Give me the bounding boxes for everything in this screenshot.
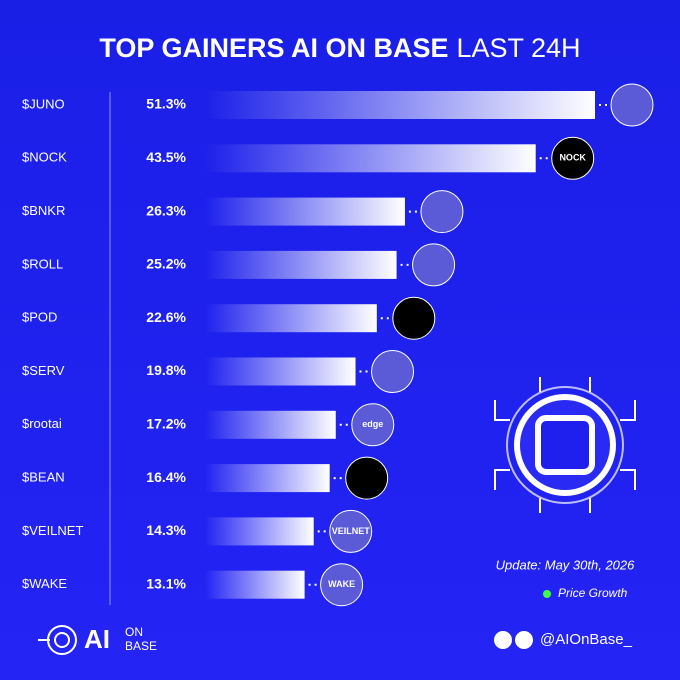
- bar: [205, 570, 305, 599]
- title-light: LAST 24H: [456, 33, 580, 63]
- bar: [205, 517, 314, 546]
- category-label: $VEILNET: [22, 523, 83, 538]
- update-text: Update: May 30th, 2026: [496, 557, 636, 572]
- category-label: $rootai: [22, 416, 62, 431]
- value-label: 43.5%: [146, 149, 186, 165]
- category-label: $ROLL: [22, 256, 63, 271]
- brand-sub: BASE: [125, 639, 157, 653]
- logo-text: VEILNET: [332, 526, 371, 536]
- value-label: 17.2%: [146, 416, 186, 432]
- token-logo: [345, 456, 389, 500]
- token-logo: [551, 136, 595, 180]
- token-logo: [420, 190, 464, 234]
- logo-text: WAKE: [328, 579, 355, 589]
- token-logo: [610, 83, 654, 127]
- category-label: $BEAN: [22, 470, 65, 485]
- logo-text: edge: [362, 419, 383, 429]
- value-label: 14.3%: [146, 522, 186, 538]
- bar: [205, 144, 536, 173]
- value-label: 22.6%: [146, 309, 186, 325]
- chart-title: TOP GAINERS AI ON BASE LAST 24H: [99, 33, 580, 63]
- token-logo: [371, 350, 415, 393]
- title-bold: TOP GAINERS AI ON BASE: [99, 33, 448, 63]
- telegram-icon[interactable]: [515, 631, 533, 649]
- logo-text: NOCK: [559, 153, 586, 163]
- footer-logo: [38, 625, 77, 655]
- category-label: $JUNO: [22, 96, 65, 111]
- emblem: [494, 377, 636, 513]
- value-label: 13.1%: [146, 575, 186, 591]
- bar: [205, 197, 405, 226]
- bar: [205, 357, 356, 386]
- token-logo: [329, 509, 373, 553]
- brand: AI: [84, 624, 110, 654]
- value-label: 26.3%: [146, 202, 186, 218]
- token-logo: [392, 296, 436, 340]
- token-logo: [320, 563, 364, 607]
- legend-label: Price Growth: [558, 586, 628, 600]
- token-logo: [351, 403, 395, 447]
- value-label: 25.2%: [146, 256, 186, 272]
- value-label: 51.3%: [146, 96, 186, 112]
- value-label: 19.8%: [146, 362, 186, 378]
- legend-swatch: [543, 590, 551, 598]
- handle: @AIOnBase_: [540, 631, 633, 648]
- category-label: $NOCK: [22, 150, 67, 165]
- x-icon[interactable]: [494, 631, 512, 649]
- category-label: $POD: [22, 310, 57, 325]
- bar: [205, 250, 397, 279]
- category-label: $BNKR: [22, 203, 65, 218]
- bar: [205, 410, 336, 439]
- value-label: 16.4%: [146, 469, 186, 485]
- bar: [205, 464, 330, 493]
- bar: [205, 91, 595, 119]
- token-logo: [412, 243, 456, 287]
- category-label: $SERV: [22, 363, 65, 378]
- category-label: $WAKE: [22, 576, 67, 591]
- bar: [205, 304, 377, 333]
- brand-sub: ON: [125, 625, 143, 639]
